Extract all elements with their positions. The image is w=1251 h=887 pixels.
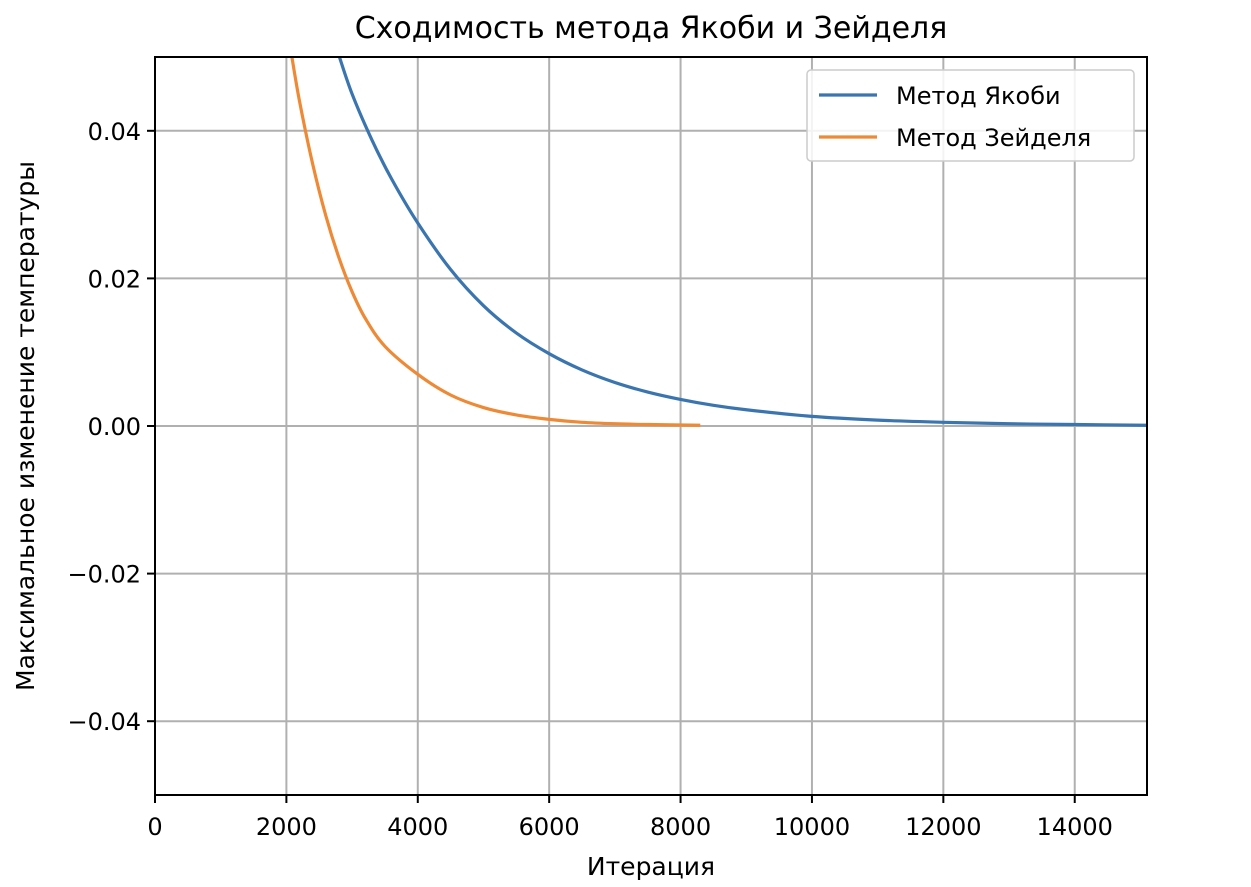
x-tick-label: 2000 (256, 813, 317, 841)
x-tick-label: 10000 (774, 813, 850, 841)
y-tick-label: −0.02 (67, 561, 141, 589)
x-tick-label: 14000 (1037, 813, 1113, 841)
series-line-1 (337, 57, 1147, 427)
x-axis-label: Итерация (587, 852, 715, 881)
legend: Метод Якоби Метод Зейделя (806, 69, 1135, 162)
legend-box (806, 69, 1135, 162)
legend-label-1: Метод Якоби (896, 82, 1061, 110)
chart-title: Сходимость метода Якоби и Зейделя (355, 11, 948, 46)
y-tick-label: −0.04 (67, 708, 141, 736)
series-lines (290, 57, 1147, 427)
y-tick-label: 0.02 (88, 265, 141, 293)
x-tick-label: 0 (147, 813, 162, 841)
y-axis-label: Максимальное изменение температуры (11, 161, 40, 691)
y-tick-label: 0.00 (88, 413, 141, 441)
series-line-2 (290, 57, 701, 427)
x-tick-label: 4000 (387, 813, 448, 841)
legend-label-2: Метод Зейделя (896, 124, 1091, 152)
axis-ticks: 0 2000 4000 6000 8000 10000 12000 14000 −0.04 −0.… (67, 118, 1112, 841)
x-tick-label: 8000 (650, 813, 711, 841)
y-tick-label: 0.04 (88, 118, 141, 146)
x-tick-label: 6000 (519, 813, 580, 841)
x-tick-label: 12000 (905, 813, 981, 841)
